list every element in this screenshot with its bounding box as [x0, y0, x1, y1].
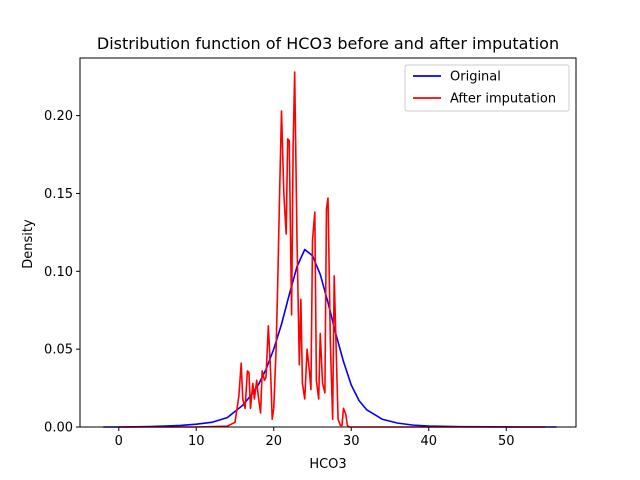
x-axis-label: HCO3 — [309, 457, 346, 472]
y-tick-label: 0.15 — [44, 187, 73, 202]
y-tick-label: 0.20 — [44, 109, 73, 124]
x-tick-label: 30 — [343, 434, 360, 449]
x-tick-label: 40 — [420, 434, 437, 449]
series-line-after-imputation — [118, 71, 545, 428]
x-tick-label: 20 — [265, 434, 282, 449]
legend: Original After imputation — [404, 64, 570, 112]
axes-frame — [79, 57, 577, 428]
y-axis-label: Density — [21, 219, 36, 269]
x-tick-label: 50 — [498, 434, 515, 449]
legend-label: After imputation — [450, 92, 556, 107]
y-tick-label: 0.00 — [44, 421, 73, 436]
series-line-original — [103, 248, 557, 428]
y-tick-label: 0.10 — [44, 265, 73, 280]
x-tick-label: 0 — [115, 434, 123, 449]
chart-title: Distribution function of HCO3 before and… — [97, 34, 559, 53]
legend-box — [404, 64, 570, 112]
x-tick-label: 10 — [188, 434, 205, 449]
y-tick-label: 0.05 — [44, 343, 73, 358]
legend-label: Original — [450, 70, 501, 85]
plot-area: 0 10 20 30 40 50 0.00 0.05 0.10 0.15 0.20 — [44, 57, 577, 449]
